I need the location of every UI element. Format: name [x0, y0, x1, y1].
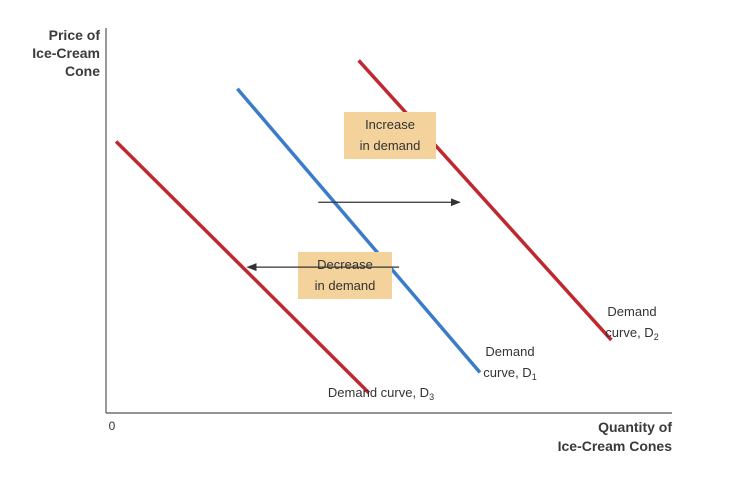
demand-curve-d2 [357, 59, 613, 342]
d3-label: Demand curve, D3 [328, 385, 434, 402]
demand-curve-d1 [236, 87, 482, 374]
y-axis-label-line-3: Cone [65, 63, 100, 79]
increase-label-line-2: in demand [360, 138, 421, 153]
increase-box [344, 112, 436, 159]
d3-label-subscript: 3 [429, 392, 434, 402]
d2-label-line-1: Demand [607, 304, 656, 319]
d1-label-line-1: Demand [485, 344, 534, 359]
y-axis-label-line-2: Ice-Cream [32, 45, 100, 61]
d3-label-text: Demand curve, D [328, 385, 429, 400]
d2-label-line-2: curve, D2 [605, 325, 658, 342]
x-axis-label-line-1: Quantity of [598, 419, 672, 435]
d2-label-subscript: 2 [654, 332, 659, 342]
x-axis-label-line-2: Ice-Cream Cones [558, 438, 673, 454]
d2-label-text: curve, D [605, 325, 653, 340]
d1-label-subscript: 1 [532, 372, 537, 382]
d1-label-text: curve, D [483, 365, 531, 380]
decrease-label-line-1: Decrease [317, 257, 373, 272]
y-axis-label-line-1: Price of [49, 27, 101, 43]
demand-curve-d3 [114, 140, 371, 394]
decrease-label-line-2: in demand [315, 278, 376, 293]
d1-label-line-2: curve, D1 [483, 365, 536, 382]
origin-label: 0 [109, 419, 116, 433]
decrease-box [298, 252, 392, 299]
increase-label-line-1: Increase [365, 117, 415, 132]
